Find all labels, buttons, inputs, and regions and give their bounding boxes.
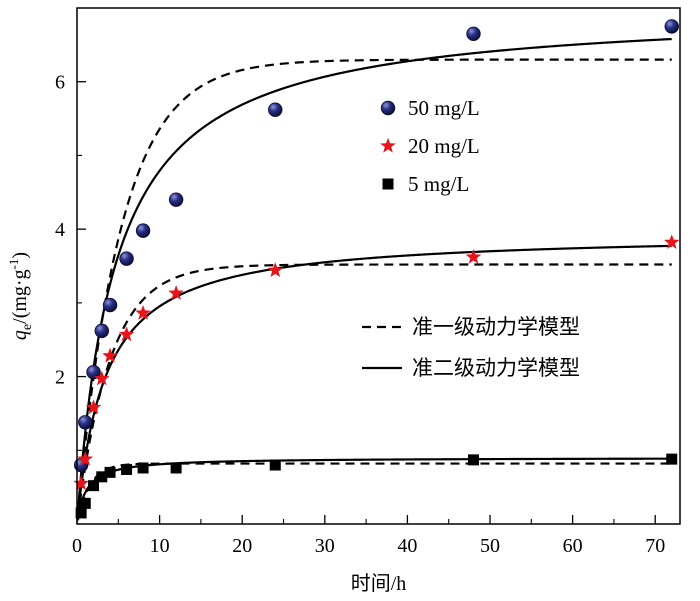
y-axis-subscript: e [20,324,35,330]
data-point [267,262,284,278]
data-point [466,26,481,42]
data-point [269,459,281,471]
y-tick-label: 2 [55,367,65,389]
legend-marker [382,178,394,190]
data-point [135,223,151,238]
data-point [93,370,110,386]
pfo-curve [76,462,672,521]
data-point [102,297,118,313]
data-point [119,251,134,266]
data-point [88,480,100,492]
data-point [77,450,94,466]
data-point [118,326,135,342]
data-point [137,462,149,474]
data-point [170,462,182,474]
data-point [268,102,283,117]
tick-labels: 0 10 20 30 40 50 60 70 2 4 6 [55,72,665,557]
pfo-curve [76,263,672,518]
legend-marker [380,100,396,116]
legend-label: 准一级动力学模型 [412,315,580,339]
data-point [666,453,678,465]
pso-curve [76,457,672,519]
data-point [73,475,89,491]
data-point [135,304,151,320]
data-point [75,507,87,519]
x-tick-label: 60 [563,535,583,557]
y-axis-symbol: q [9,330,31,340]
tick-marks [76,81,656,524]
y-axis-unit-sup: -1 [6,259,21,270]
data-point [79,497,91,509]
data-point [168,285,184,300]
legend-label: 50 mg/L [408,96,480,120]
pfo-curve [76,58,672,516]
data-point [467,454,479,466]
pso-curve [76,37,672,514]
x-tick-label: 70 [645,535,665,557]
plot-frame [76,7,681,525]
data-point [121,463,133,475]
x-tick-label: 20 [232,535,252,557]
y-axis-unit-close: ) [9,252,31,259]
data-point [663,234,680,250]
x-tick-label: 40 [397,535,417,557]
legend-label: 5 mg/L [408,172,469,196]
data-point [96,471,108,483]
x-tick-label: 50 [480,535,500,557]
data-point [664,19,679,34]
x-tick-label: 10 [150,535,170,557]
legend-label: 20 mg/L [408,134,480,158]
data-point [168,192,184,207]
x-tick-label: 0 [72,535,82,557]
legend-label: 准二级动力学模型 [412,356,580,380]
pso-curve [76,244,672,516]
data-point [86,364,101,380]
data-point [465,248,482,264]
data-point [78,415,93,430]
y-tick-label: 4 [55,219,65,241]
y-axis-unit-open: /(mg·g [9,269,31,323]
model-curves [76,37,672,521]
legend-marker [380,137,396,153]
x-tick-label: 30 [315,535,335,557]
y-tick-label: 6 [55,72,65,94]
data-point [85,399,102,415]
x-axis-title: 时间/h [351,572,407,595]
data-points [73,19,680,519]
data-point [104,466,116,478]
y-axis-title: qe/(mg·g-1) [6,252,35,340]
data-point [102,347,118,363]
data-point [94,323,109,339]
